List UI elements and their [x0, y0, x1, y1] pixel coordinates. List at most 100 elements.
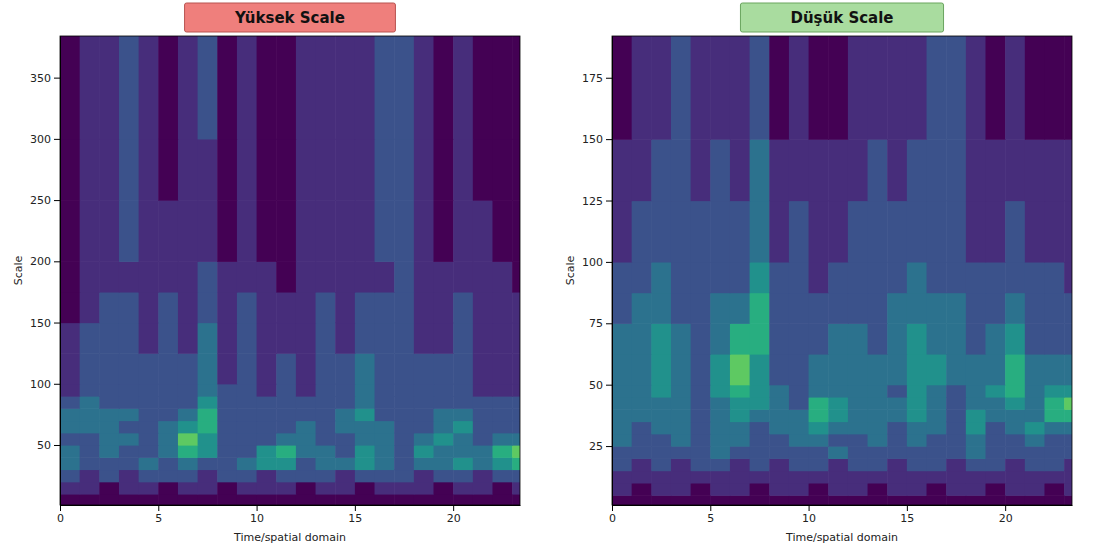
x-tick-mark	[60, 505, 61, 511]
heatmap-cell	[966, 458, 986, 471]
heatmap-cell	[1064, 293, 1072, 324]
heatmap-cell	[80, 408, 100, 421]
heatmap-cell	[394, 482, 414, 495]
heatmap-cell	[691, 293, 711, 324]
heatmap-cell	[139, 292, 159, 323]
heatmap-cell	[99, 482, 119, 495]
heatmap-cell	[60, 469, 80, 482]
heatmap-cell	[986, 262, 1006, 293]
y-tick-label: 200	[30, 255, 51, 268]
heatmap-cell	[434, 482, 454, 495]
heatmap-cell	[296, 292, 316, 323]
heatmap-cell	[512, 469, 520, 482]
heatmap-cell	[158, 384, 178, 397]
heatmap-cell	[750, 139, 770, 201]
heatmap-cell	[750, 293, 770, 324]
heatmap-cell	[927, 397, 947, 410]
heatmap-cell	[139, 482, 159, 495]
heatmap-cell	[158, 408, 178, 421]
heatmap-cell	[946, 458, 966, 471]
heatmap-cell	[848, 293, 868, 324]
heatmap-cell	[966, 293, 986, 324]
x-axis-line	[61, 505, 521, 506]
y-tick: 150	[582, 133, 612, 146]
heatmap-cell	[651, 36, 671, 140]
heatmap-cell	[119, 421, 139, 434]
heatmap-cell	[691, 446, 711, 459]
heatmap-cell	[414, 408, 434, 421]
heatmap-cell	[139, 494, 159, 505]
heatmap-cell	[750, 201, 770, 263]
heatmap-cell	[710, 458, 730, 471]
heatmap-cell	[1025, 201, 1045, 263]
heatmap-cell	[139, 408, 159, 421]
heatmap-cell	[710, 397, 730, 410]
heatmap-cell	[612, 36, 632, 140]
heatmap-cell	[512, 292, 520, 323]
heatmap-cell	[316, 482, 336, 495]
heatmap-cell	[217, 445, 237, 458]
heatmap-cell	[453, 457, 473, 470]
heatmap-cell	[453, 433, 473, 446]
heatmap-cell	[1064, 139, 1072, 201]
heatmap-cell	[198, 396, 218, 409]
title-background	[185, 3, 396, 32]
heatmap-cell	[158, 353, 178, 384]
heatmap-cell	[809, 471, 829, 484]
heatmap-cell	[848, 354, 868, 385]
heatmap-cell	[730, 409, 750, 422]
panel-title: Yüksek Scale	[234, 9, 345, 27]
heatmap-cell	[809, 323, 829, 354]
heatmap-cell	[512, 494, 520, 505]
heatmap-cell	[257, 482, 277, 495]
x-tick-mark	[1005, 505, 1006, 511]
heatmap-cell	[1025, 495, 1045, 505]
heatmap-cell	[296, 433, 316, 446]
heatmap-cell	[257, 457, 277, 470]
heatmap-cell	[887, 422, 907, 435]
heatmap-cell	[671, 483, 691, 496]
heatmap-cell	[769, 458, 789, 471]
heatmap-cell	[434, 421, 454, 434]
heatmap-cell	[99, 445, 119, 458]
heatmap-cell	[907, 36, 927, 140]
x-tick-label: 15	[900, 512, 914, 525]
heatmap-cell	[99, 261, 119, 292]
heatmap-cell	[1025, 446, 1045, 459]
heatmap-cell	[178, 457, 198, 470]
title-box: Düşük Scale	[740, 3, 943, 32]
y-tick-mark	[606, 139, 612, 140]
heatmap-cell	[1064, 471, 1072, 484]
heatmap-cell	[671, 262, 691, 293]
heatmap-cell	[276, 457, 296, 470]
heatmap-cell	[1025, 293, 1045, 324]
heatmap-cell	[946, 201, 966, 263]
heatmap-cell	[355, 433, 375, 446]
heatmap-cell	[414, 482, 434, 495]
heatmap-cell	[848, 495, 868, 505]
heatmap-cell	[375, 433, 395, 446]
x-axis: 05101520	[57, 505, 521, 525]
heatmap-cell	[60, 457, 80, 470]
heatmap-cell	[80, 353, 100, 384]
heatmap-cell	[769, 397, 789, 410]
heatmap-cell	[946, 262, 966, 293]
heatmap-cell	[612, 434, 632, 447]
heatmap-cell	[453, 482, 473, 495]
heatmap-cell	[237, 421, 257, 434]
heatmap-cell	[612, 471, 632, 484]
heatmap-cell	[789, 483, 809, 496]
heatmap-cell	[237, 494, 257, 505]
panel-title: Düşük Scale	[790, 9, 893, 27]
heatmap-cell	[612, 262, 632, 293]
heatmap-cell	[492, 494, 512, 505]
heatmap-cell	[632, 446, 652, 459]
heatmap-cell	[414, 353, 434, 384]
heatmap-cell	[414, 384, 434, 397]
y-tick-mark	[54, 78, 60, 79]
heatmap-cell	[512, 433, 520, 446]
heatmap-cell	[789, 397, 809, 410]
heatmap-cell	[750, 354, 770, 385]
heatmap-cell	[453, 200, 473, 262]
heatmap-cell	[158, 261, 178, 292]
